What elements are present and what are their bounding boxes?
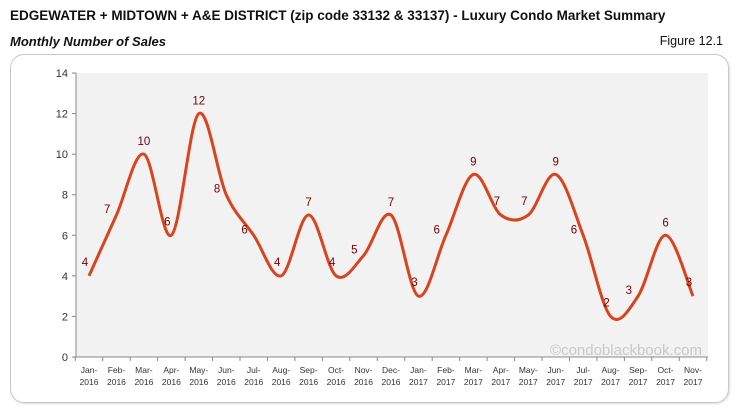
y-tick-label: 2 <box>62 311 68 323</box>
data-label: 6 <box>434 224 440 236</box>
x-tick-label: Mar- <box>135 365 153 375</box>
x-tick-label: Sep- <box>300 365 318 375</box>
x-tick-label: 2017 <box>601 377 620 387</box>
data-label: 5 <box>351 245 357 257</box>
x-tick-label: 2016 <box>107 377 126 387</box>
x-tick-label: 2016 <box>272 377 291 387</box>
y-tick-label: 8 <box>62 190 68 202</box>
x-tick-label: May- <box>189 365 208 375</box>
x-tick-label: Jun- <box>218 365 235 375</box>
x-tick-label: 2017 <box>656 377 675 387</box>
x-tick-label: 2016 <box>217 377 236 387</box>
x-tick-label: May- <box>519 365 538 375</box>
x-tick-label: Jan- <box>81 365 98 375</box>
x-tick-label: Nov- <box>355 365 373 375</box>
data-label: 10 <box>138 136 151 148</box>
x-tick-label: Jun- <box>547 365 564 375</box>
data-label: 8 <box>214 184 220 196</box>
x-tick-label: 2016 <box>134 377 153 387</box>
x-tick-label: Aug- <box>272 365 290 375</box>
y-tick-label: 14 <box>56 68 68 80</box>
data-label: 9 <box>553 156 559 168</box>
data-label: 4 <box>274 257 281 269</box>
chart-panel <box>10 54 729 403</box>
x-tick-label: 2017 <box>574 377 593 387</box>
data-label: 7 <box>305 197 311 209</box>
y-tick-label: 4 <box>62 271 68 283</box>
x-tick-label: 2017 <box>436 377 455 387</box>
x-tick-label: Jul- <box>247 365 261 375</box>
x-tick-label: 2016 <box>80 377 99 387</box>
data-label: 4 <box>82 257 89 269</box>
x-tick-label: 2016 <box>189 377 208 387</box>
series-line <box>87 111 695 321</box>
x-tick-label: 2017 <box>629 377 648 387</box>
data-label: 7 <box>521 196 527 208</box>
y-tick-label: 12 <box>56 109 68 121</box>
watermark: ©condoblackbook.com <box>550 342 702 359</box>
x-tick-label: 2016 <box>244 377 263 387</box>
chart-subtitle: Monthly Number of Sales <box>10 34 167 49</box>
data-label: 2 <box>603 297 609 309</box>
x-tick-label: Oct- <box>658 365 674 375</box>
x-tick-label: 2017 <box>519 377 538 387</box>
data-label: 3 <box>626 285 632 297</box>
data-label: 6 <box>241 224 247 236</box>
x-tick-label: 2016 <box>162 377 181 387</box>
figure-number: Figure 12.1 <box>659 34 723 48</box>
data-label: 7 <box>388 197 394 209</box>
x-tick-label: Oct- <box>328 365 344 375</box>
x-tick-label: Aug- <box>602 365 620 375</box>
x-tick-label: Apr- <box>493 365 509 375</box>
data-label: 7 <box>494 196 500 208</box>
data-label: 3 <box>686 277 692 289</box>
x-tick-label: 2016 <box>327 377 346 387</box>
chart-title: EDGEWATER + MIDTOWN + A&E DISTRICT (zip … <box>10 8 666 23</box>
x-tick-label: Dec- <box>382 365 400 375</box>
x-tick-label: 2016 <box>299 377 318 387</box>
x-tick-label: Jan- <box>410 365 427 375</box>
y-tick-label: 10 <box>56 149 68 161</box>
x-tick-label: 2017 <box>491 377 510 387</box>
data-label: 4 <box>329 257 336 269</box>
x-tick-label: 2017 <box>684 377 703 387</box>
x-tick-label: 2016 <box>382 377 401 387</box>
data-label: 3 <box>411 277 417 289</box>
x-tick-label: Feb- <box>437 365 455 375</box>
data-label: 6 <box>164 216 170 228</box>
x-tick-label: Apr- <box>163 365 179 375</box>
data-label: 6 <box>571 224 577 236</box>
x-tick-label: 2017 <box>409 377 428 387</box>
x-tick-label: 2016 <box>354 377 373 387</box>
x-tick-label: 2017 <box>464 377 483 387</box>
data-label: 12 <box>192 96 205 108</box>
x-tick-label: Nov- <box>684 365 702 375</box>
x-tick-label: Feb- <box>108 365 126 375</box>
data-label: 9 <box>470 156 476 168</box>
y-tick-label: 6 <box>62 230 68 242</box>
data-label: 7 <box>104 204 110 216</box>
x-tick-label: Mar- <box>465 365 483 375</box>
x-tick-label: Jul- <box>576 365 590 375</box>
x-tick-label: Sep- <box>629 365 647 375</box>
data-label: 6 <box>662 217 668 229</box>
y-tick-label: 0 <box>62 352 68 364</box>
x-tick-label: 2017 <box>546 377 565 387</box>
